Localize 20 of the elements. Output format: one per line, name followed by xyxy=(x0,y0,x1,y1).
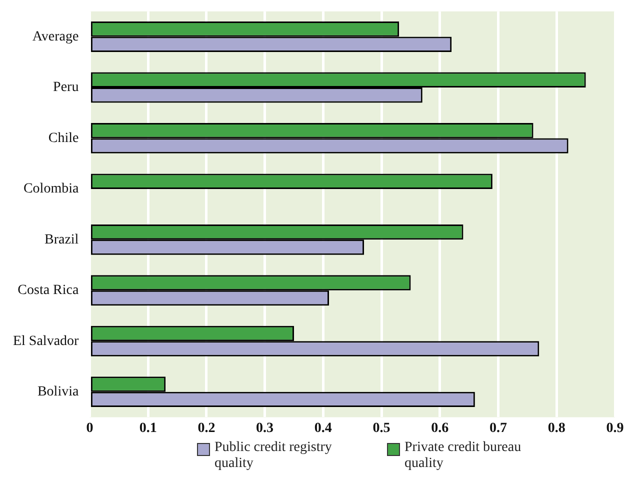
x-tick-label: 0.3 xyxy=(256,421,274,436)
y-tick-label: Chile xyxy=(48,130,79,146)
x-tick-label: 0.4 xyxy=(314,421,332,436)
x-tick-label: 0.1 xyxy=(139,421,157,436)
x-tick-label: 0.8 xyxy=(548,421,566,436)
y-tick-label: Bolivia xyxy=(37,384,80,400)
x-tick-label: 0.6 xyxy=(431,421,449,436)
y-tick-label: El Salvador xyxy=(12,334,80,349)
x-tick-label: 0.9 xyxy=(606,421,624,436)
legend-label: Public credit registry quality xyxy=(214,440,333,472)
legend-label: Private credit bureau quality xyxy=(404,440,522,472)
x-tick-label: 0.7 xyxy=(490,421,508,436)
y-tick-label: Brazil xyxy=(44,232,79,248)
y-tick-label: Costa Rica xyxy=(18,283,80,298)
x-tick-label: 0.5 xyxy=(372,421,390,436)
x-tick-label: 0 xyxy=(86,421,94,436)
y-tick-label: Colombia xyxy=(23,182,80,197)
y-tick-label: Average xyxy=(32,29,79,44)
y-tick-label: Peru xyxy=(53,80,79,96)
x-tick-label: 0.2 xyxy=(198,421,216,436)
